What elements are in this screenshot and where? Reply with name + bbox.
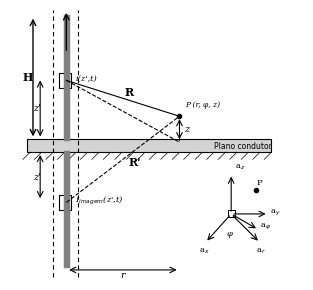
Text: z: z (184, 125, 189, 134)
Text: z': z' (33, 104, 41, 113)
Text: a$_x$: a$_x$ (198, 247, 209, 256)
Bar (59, 73, 71, 88)
Text: a$_y$: a$_y$ (270, 207, 280, 218)
Text: φ: φ (227, 230, 233, 238)
Bar (228, 211, 235, 218)
Text: R': R' (128, 157, 141, 168)
Text: a$_r$: a$_r$ (256, 247, 266, 256)
Text: i(z',t): i(z',t) (75, 75, 97, 83)
Bar (59, 195, 71, 210)
Text: r: r (121, 271, 125, 280)
Text: Plano condutor: Plano condutor (214, 142, 272, 151)
Text: H: H (22, 72, 33, 83)
Text: P (r, φ, z): P (r, φ, z) (185, 101, 220, 109)
Text: a$_φ$: a$_φ$ (260, 222, 271, 232)
Text: P: P (257, 179, 263, 187)
Text: R: R (124, 87, 133, 98)
Text: a$_z$: a$_z$ (235, 163, 245, 172)
Text: z': z' (33, 173, 41, 182)
Text: I$_{imagem}$(z',t): I$_{imagem}$(z',t) (75, 195, 124, 207)
Bar (27, 139, 271, 152)
